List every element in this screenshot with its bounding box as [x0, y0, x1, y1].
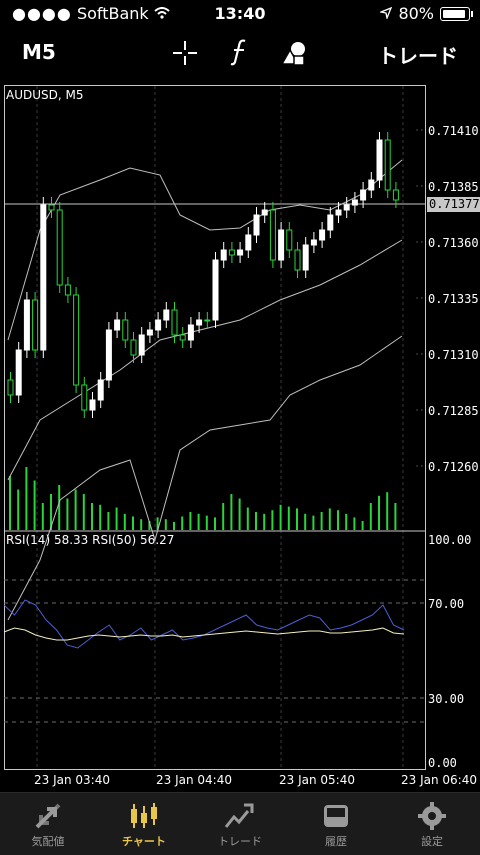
- clock: 13:40: [214, 4, 266, 23]
- carrier-label: ●●●● SoftBank: [12, 4, 170, 23]
- tab-label: 履歴: [325, 835, 347, 848]
- tab-quotes[interactable]: 気配値: [0, 799, 96, 849]
- price-tick: 0.71360: [428, 236, 479, 250]
- tab-chart[interactable]: チャート: [96, 799, 192, 849]
- rsi-tick: 70.00: [428, 597, 465, 611]
- rsi-tick: 0.00: [428, 756, 457, 770]
- tab-label: 設定: [421, 835, 443, 848]
- tab-label: チャート: [122, 835, 166, 848]
- trade-button[interactable]: トレード: [378, 44, 458, 68]
- price-tick: 0.71385: [428, 180, 479, 194]
- timeframe-button[interactable]: M5: [22, 40, 56, 64]
- tab-history[interactable]: 履歴: [288, 799, 384, 849]
- price-tick: 0.71335: [428, 292, 479, 306]
- crosshair-icon[interactable]: [170, 38, 200, 68]
- quotes-arrows-icon: [0, 799, 96, 833]
- tab-label: トレード: [218, 835, 262, 848]
- current-price-label: 0.71377: [427, 197, 480, 212]
- symbol-label: AUDUSD, M5: [6, 88, 84, 102]
- tab-bar: 気配値 チャート トレード 履歴 設定: [0, 792, 480, 855]
- wifi-icon: [154, 4, 170, 23]
- location-icon: [379, 4, 393, 23]
- tab-trade[interactable]: トレード: [192, 799, 288, 849]
- time-tick: 23 Jan 03:40: [34, 773, 110, 787]
- time-tick: 23 Jan 05:40: [279, 773, 355, 787]
- time-tick: 23 Jan 04:40: [156, 773, 232, 787]
- history-tray-icon: [288, 799, 384, 833]
- objects-icon[interactable]: [278, 38, 310, 68]
- battery-icon: [440, 6, 473, 21]
- tab-label: 気配値: [31, 835, 65, 848]
- carrier-name: SoftBank: [76, 4, 149, 23]
- time-tick: 23 Jan 06:40: [401, 773, 477, 787]
- price-tick: 0.71285: [428, 404, 479, 418]
- price-tick: 0.71260: [428, 460, 479, 474]
- status-bar: ●●●● SoftBank 13:40 80%: [0, 0, 480, 28]
- battery-percent: 80%: [398, 4, 434, 23]
- status-right: 80%: [379, 4, 473, 23]
- tab-settings[interactable]: 設定: [384, 799, 480, 849]
- chart-toolbar: M5 トレード: [0, 32, 480, 76]
- indicators-icon[interactable]: [224, 36, 254, 68]
- rsi-tick: 30.00: [428, 692, 465, 706]
- trade-chart-icon: [192, 799, 288, 833]
- price-tick: 0.71410: [428, 124, 479, 138]
- price-tick: 0.71310: [428, 348, 479, 362]
- chart-frame[interactable]: [4, 85, 426, 770]
- candles-icon: [96, 799, 192, 833]
- rsi-label: RSI(14) 58.33 RSI(50) 56.27: [6, 533, 175, 547]
- gear-icon: [384, 799, 480, 833]
- rsi-tick: 100.00: [428, 533, 472, 547]
